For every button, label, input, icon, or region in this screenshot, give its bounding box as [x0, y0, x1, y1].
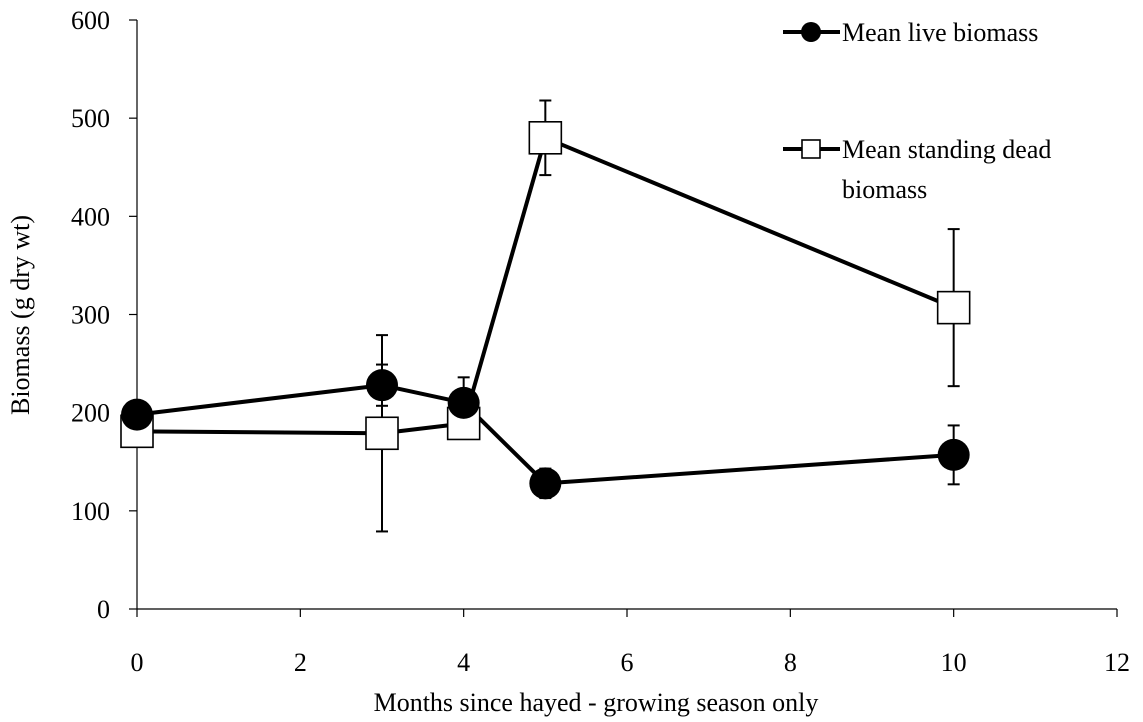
legend: Mean live biomass Mean standing dead bioma… — [783, 18, 1051, 204]
legend-marker-live — [801, 22, 821, 42]
data-point-standing-dead — [365, 416, 399, 451]
x-tick-label: 8 — [784, 648, 797, 677]
y-tick-label: 100 — [71, 497, 110, 526]
y-tick-label: 500 — [71, 104, 110, 133]
y-tick-label: 200 — [71, 399, 110, 428]
legend-label-standing-dead: Mean standing dead — [842, 135, 1051, 164]
y-tick-label: 400 — [71, 202, 110, 231]
data-markers — [120, 121, 971, 500]
axes — [129, 19, 1118, 617]
data-point-live — [937, 438, 970, 471]
y-tick-label: 300 — [71, 301, 110, 330]
data-point-live — [447, 386, 480, 419]
x-tick-label: 2 — [294, 648, 307, 677]
x-tick-label: 12 — [1104, 648, 1130, 677]
data-point-live — [121, 398, 153, 431]
data-point-live — [529, 467, 562, 500]
legend-label-standing-dead-line2: biomass — [842, 175, 927, 204]
data-point-live — [366, 369, 398, 402]
y-axis-label: Biomass (g dry wt) — [6, 215, 35, 415]
x-tick-label: 0 — [131, 648, 144, 677]
tick-labels: 0 100 200 300 400 500 600 0 2 4 6 8 10 12 — [71, 6, 1130, 677]
y-tick-label: 600 — [71, 6, 110, 35]
x-tick-label: 6 — [621, 648, 634, 677]
data-point-standing-dead — [528, 121, 563, 155]
series-line-standing-dead-biomass — [136, 135, 955, 436]
error-bars — [131, 99, 960, 533]
x-axis-label: Months since hayed - growing season only — [374, 688, 819, 717]
series-lines — [136, 135, 955, 486]
y-tick-label: 0 — [97, 595, 110, 624]
x-tick-label: 4 — [457, 648, 470, 677]
x-tick-label: 10 — [941, 648, 967, 677]
legend-label-live: Mean live biomass — [842, 18, 1038, 47]
legend-marker-standing-dead — [801, 139, 821, 159]
data-point-standing-dead — [936, 290, 971, 325]
